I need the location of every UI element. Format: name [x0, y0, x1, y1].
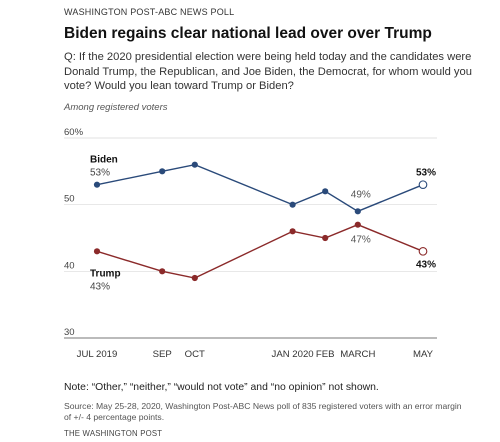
data-point [93, 181, 101, 188]
data-point [93, 248, 101, 255]
x-tick-label: JUL 2019 [77, 349, 118, 360]
data-point [191, 274, 198, 282]
data-point [322, 234, 329, 242]
x-tick-label: SEP [153, 349, 172, 360]
data-point [418, 180, 428, 190]
data-labels: Biden 53% 49% 53% Trump 43% 47% 43% [90, 155, 436, 293]
poll-question: Q: If the 2020 presidential election wer… [64, 51, 472, 93]
data-point [289, 228, 296, 235]
series-line [96, 223, 424, 279]
data-label: 47% [351, 235, 371, 246]
y-tick-label: 30 [64, 327, 75, 338]
series-lines [93, 161, 428, 282]
data-point [418, 246, 428, 256]
x-tick-label: JAN 2020 [272, 349, 314, 360]
credit-line: THE WASHINGTON POST [64, 429, 163, 438]
x-tick-label: MAY [413, 349, 434, 360]
data-label: 49% [351, 189, 371, 200]
data-label: 43% [90, 281, 110, 292]
x-tick-label: FEB [316, 349, 335, 360]
source-note: Source: May 25-28, 2020, Washington Post… [64, 401, 462, 423]
data-point [289, 201, 296, 208]
y-tick-label: 50 [64, 194, 75, 205]
y-tick-label: 40 [64, 260, 75, 271]
data-point [354, 208, 361, 215]
data-point [159, 168, 166, 175]
data-point [322, 188, 329, 195]
footnote: Note: “Other,” “neither,” “would not vot… [64, 382, 379, 393]
x-tick-label: MARCH [340, 349, 375, 360]
chart-subtitle: Among registered voters [64, 102, 168, 113]
series-name-label: Biden [90, 155, 118, 166]
poll-kicker: WASHINGTON POST-ABC NEWS POLL [64, 7, 235, 17]
data-label: 43% [416, 259, 436, 270]
series-name-label: Trump [90, 268, 121, 279]
data-point [354, 221, 361, 228]
data-label: 53% [416, 168, 436, 179]
data-label: 53% [90, 168, 110, 179]
chart-title: Biden regains clear national lead over o… [64, 25, 432, 42]
x-tick-label: OCT [185, 349, 205, 360]
data-point [159, 268, 166, 275]
y-tick-label: 60% [64, 127, 84, 138]
data-point [191, 161, 198, 168]
